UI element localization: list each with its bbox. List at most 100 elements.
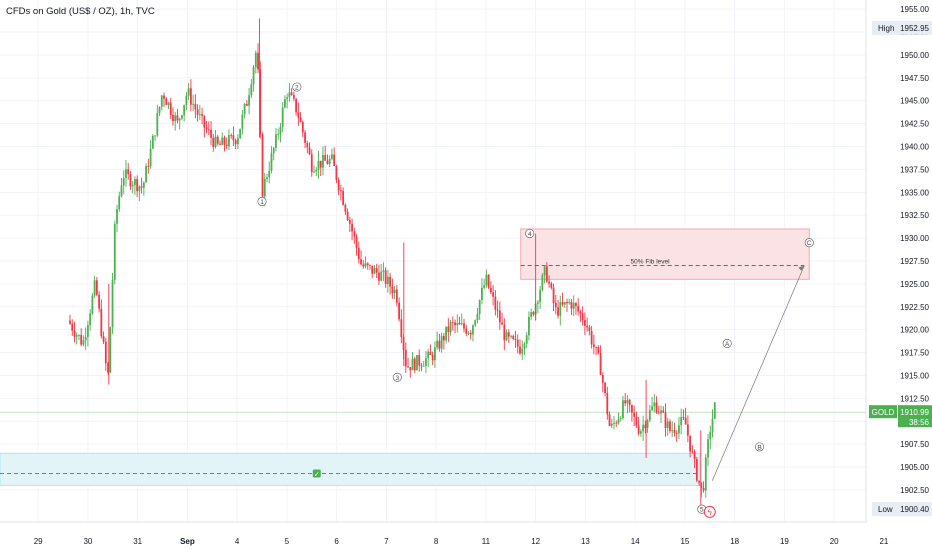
candle: [198, 104, 201, 121]
candle: [536, 299, 539, 314]
candle: [134, 176, 136, 195]
candle: [695, 456, 698, 483]
candle-body: [172, 114, 174, 122]
candle-body: [557, 307, 559, 316]
candle: [102, 331, 105, 345]
candle-body: [228, 135, 230, 147]
y-tick-label: 1922.50: [900, 303, 929, 312]
candle: [176, 108, 179, 124]
candle: [284, 95, 286, 109]
candle-body: [236, 138, 239, 145]
candle: [339, 184, 342, 201]
candle-body: [552, 287, 555, 303]
price-tag-bg: [898, 405, 932, 428]
y-tick-label: 1905.00: [900, 463, 929, 472]
candle-body: [393, 289, 396, 294]
candle-body: [205, 127, 208, 130]
candle: [80, 328, 83, 347]
candle: [129, 170, 132, 190]
candle: [431, 351, 434, 366]
candle-body: [525, 335, 528, 344]
candle-body: [259, 69, 262, 135]
candle: [599, 345, 602, 376]
candle-body: [476, 313, 479, 321]
candle-body: [682, 417, 685, 418]
candle-body: [575, 303, 577, 307]
low-tag-label: Low: [878, 505, 893, 514]
candle: [584, 312, 586, 336]
candle-body: [570, 301, 573, 309]
candle: [557, 299, 559, 319]
candle: [78, 334, 80, 341]
candle: [384, 267, 387, 288]
candle: [707, 433, 709, 467]
candle-body: [541, 275, 544, 290]
candle: [221, 132, 224, 146]
candle-body: [109, 327, 112, 373]
candle-body: [306, 142, 309, 148]
candle: [458, 316, 461, 325]
symbol-tag-text: GOLD: [872, 408, 895, 417]
candle-body: [216, 136, 219, 144]
candle: [438, 333, 441, 352]
candle: [440, 332, 443, 353]
candle-body: [292, 94, 295, 99]
candle-body: [711, 418, 714, 432]
candle-body: [270, 153, 273, 171]
candle: [581, 306, 584, 326]
candle-body: [194, 103, 197, 110]
candle-body: [655, 402, 658, 413]
candle-body: [297, 112, 300, 118]
candle-body: [626, 399, 629, 404]
candle: [530, 308, 533, 320]
candle-body: [458, 322, 461, 325]
candle: [510, 334, 512, 339]
y-tick-label: 1955.00: [900, 5, 929, 14]
candle-body: [134, 178, 136, 186]
candle: [519, 339, 521, 356]
candle-body: [599, 353, 602, 376]
candle: [407, 357, 409, 369]
candle: [151, 134, 154, 150]
candle-body: [507, 332, 510, 337]
wave-circle: [392, 372, 402, 382]
candle: [554, 294, 557, 315]
candle-body: [617, 418, 620, 424]
candle-body: [561, 302, 564, 305]
candle: [201, 107, 203, 125]
candle: [492, 285, 495, 306]
candle: [454, 319, 456, 334]
candle: [617, 412, 620, 425]
candle-body: [478, 300, 481, 314]
wave-label-4: 4: [525, 228, 535, 239]
candle-body: [651, 406, 653, 411]
candle: [277, 128, 280, 140]
wave-circle: [292, 82, 302, 92]
candle: [633, 405, 636, 427]
candle-body: [149, 148, 152, 167]
candle-body: [704, 457, 707, 491]
candle-body: [660, 410, 662, 414]
candle-body: [189, 88, 192, 105]
candle-body: [577, 306, 580, 312]
candle: [422, 360, 425, 367]
time-axis-bg: [0, 522, 932, 550]
candle-body: [639, 431, 642, 434]
candle-body: [528, 316, 530, 336]
candle-body: [239, 128, 242, 139]
candle: [337, 177, 340, 196]
candle: [637, 416, 640, 436]
candle: [158, 106, 161, 116]
candle: [248, 87, 250, 115]
candle-body: [648, 410, 651, 421]
high-tag-value: 1952.95: [900, 24, 929, 33]
candle: [436, 331, 439, 350]
candle: [279, 122, 282, 143]
y-tick-label: 1935.00: [900, 188, 929, 197]
candle-body: [391, 286, 394, 294]
candle: [642, 415, 645, 441]
candle-body: [95, 280, 98, 295]
candle-body: [364, 263, 367, 267]
